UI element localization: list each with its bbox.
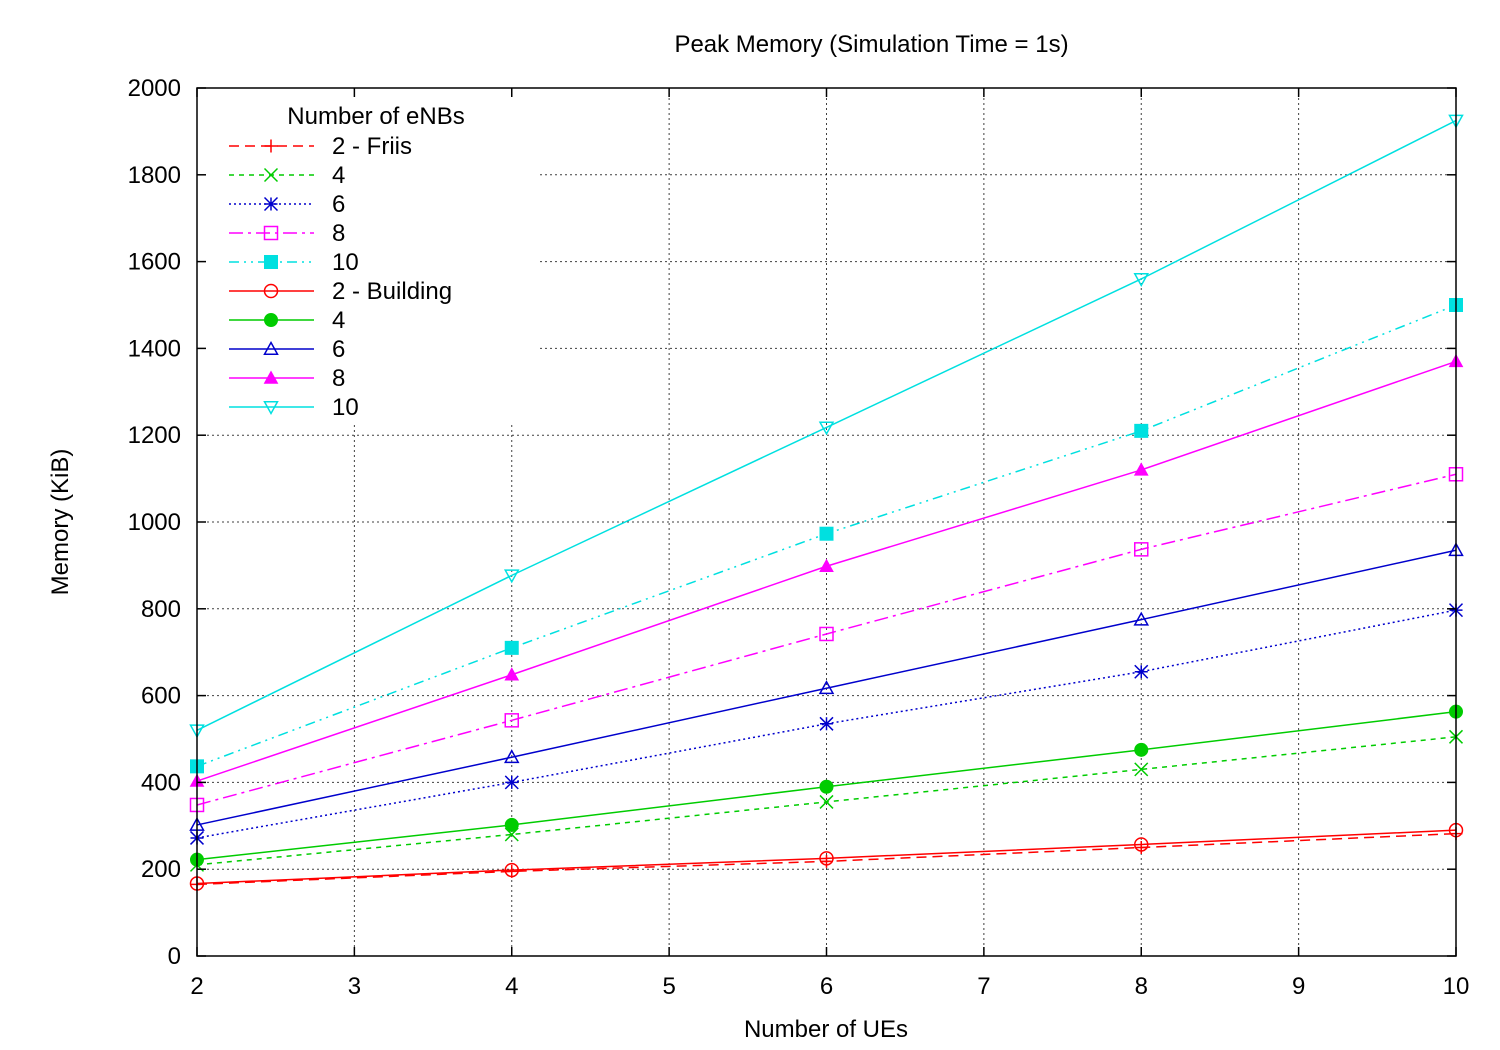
data-point [1134,841,1148,854]
x-tick-label: 4 [505,973,518,1000]
data-point [504,640,519,655]
data-point [504,862,519,878]
y-tick-label: 800 [141,596,181,623]
legend-label: 4 [332,162,345,189]
data-point [1133,273,1150,288]
data-point [1134,664,1149,679]
legend-label: 10 [332,394,359,421]
x-tick-label: 10 [1443,973,1470,1000]
data-point [819,626,834,642]
legend-item: 8 [229,365,345,392]
y-tick-label: 1800 [128,162,181,189]
data-point [819,851,834,866]
legend-item: 8 [229,220,345,247]
y-tick-label: 1000 [128,509,181,536]
x-tick-label: 5 [662,973,675,1000]
x-tick-label: 8 [1135,973,1148,1000]
data-point [504,667,520,681]
x-tick-label: 2 [190,973,203,1000]
x-tick-label: 9 [1292,973,1305,1000]
legend-item: 2 - Friis [229,133,412,160]
data-point [503,749,520,764]
legend-item: 2 - Building [229,278,452,305]
chart-title: Peak Memory (Simulation Time = 1s) [674,31,1068,58]
data-point [820,854,833,868]
legend-label: 10 [332,249,359,276]
data-point [504,713,519,728]
legend-marker [263,196,279,212]
x-tick-label: 7 [977,973,990,1000]
legend-item: 6 [229,336,345,363]
data-point [819,558,834,572]
legend-item: 6 [229,191,345,218]
y-tick-label: 2000 [128,75,181,102]
series-line [196,473,1457,806]
data-point [819,794,834,809]
data-point [1134,762,1149,777]
y-tick-label: 1600 [128,249,181,276]
data-point [504,775,519,790]
data-point [503,569,520,584]
data-point [819,779,834,794]
legend-label: 2 - Friis [332,133,412,160]
series-7 [189,542,1464,831]
legend-item: 4 [229,307,345,334]
legend-item: 4 [229,162,345,189]
series-1 [189,729,1464,872]
data-point [818,680,835,695]
legend-marker [264,255,278,269]
series-line [196,736,1457,866]
axis-layer: 0 200 400 600 800 1000 1200 1400 1600 1800 2000 2 3 4… [128,75,1470,1000]
series-line [196,549,1457,826]
legend-item: 10 [229,249,359,276]
y-tick-label: 1400 [128,335,181,362]
legend-label: 2 - Building [332,278,452,305]
legend-marker [264,139,278,153]
legend-marker [264,313,278,327]
y-tick-label: 400 [141,769,181,796]
legend-marker [263,225,279,241]
data-point [819,716,834,731]
x-tick-label: 3 [348,973,361,1000]
data-point [819,526,834,541]
data-point [1133,462,1149,476]
data-point [1134,542,1149,557]
y-tick-label: 0 [168,943,181,970]
legend-title: Number of eNBs [287,103,464,130]
y-tick-label: 600 [141,683,181,710]
legend-item: 10 [229,394,359,421]
legend-marker [263,340,279,355]
data-point [818,421,835,436]
legend-label: 4 [332,307,345,334]
legend-label: 8 [332,365,345,392]
y-tick-label: 1200 [128,422,181,449]
data-point [1134,423,1149,438]
legend-label: 6 [332,191,345,218]
series-line [196,119,1457,731]
grid-layer [197,88,1456,956]
data-point [1134,837,1149,852]
x-axis-label: Number of UEs [744,1016,908,1043]
plot-frame [196,87,1457,957]
series-line [196,829,1457,885]
legend-label: 8 [332,220,345,247]
y-tick-label: 200 [141,856,181,883]
x-tick-label: 6 [820,973,833,1000]
legend-marker [263,167,279,183]
data-point [1133,611,1150,626]
data-point [504,817,519,832]
legend-marker [263,370,279,384]
y-axis-label: Memory (KiB) [47,449,74,596]
series-line [196,609,1457,839]
data-point [1134,742,1149,757]
legend-label: 6 [332,336,345,363]
data-point [505,864,519,878]
legend-marker [263,401,279,416]
legend-marker [263,283,279,299]
